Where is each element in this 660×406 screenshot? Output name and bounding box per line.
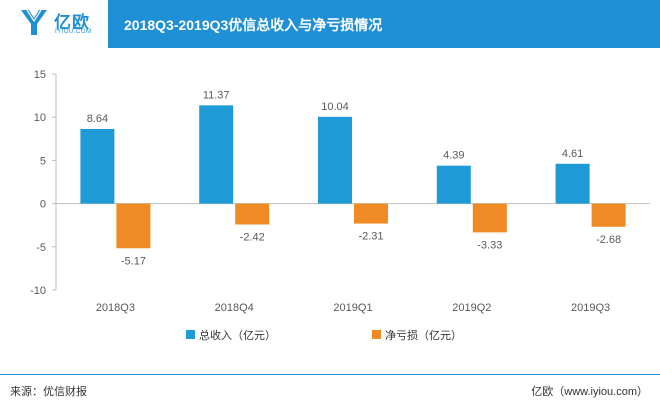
logo-subtext: IYIOU.COM — [55, 29, 92, 35]
revenue-bar — [318, 116, 352, 204]
y-tick-label: 0 — [40, 199, 46, 211]
loss-data-label: -2.42 — [240, 232, 265, 244]
bar-chart: 15 10 5 0 -5 -10 8.64 -5.17 2018Q3 11.37 -2.42 2018… — [30, 69, 650, 342]
revenue-bar — [436, 165, 471, 204]
x-tick-label: 2018Q4 — [215, 302, 254, 314]
loss-bar — [591, 203, 626, 227]
site-credit: 亿欧（www.iyiou.com） — [531, 386, 648, 398]
header: 亿欧 IYIOU.COM 2018Q3-2019Q3优信总收入与净亏损情况 — [0, 0, 660, 48]
y-tick-label: 5 — [40, 155, 46, 167]
loss-data-label: -2.31 — [358, 231, 383, 243]
loss-bar — [235, 203, 270, 225]
revenue-data-label: 10.04 — [321, 101, 349, 113]
x-tick-label: 2019Q2 — [452, 302, 491, 314]
legend-label-revenue: 总收入（亿元） — [199, 328, 276, 342]
footer: 来源：优信财报 亿欧（www.iyiou.com） — [0, 374, 660, 406]
x-tick-label: 2018Q3 — [96, 302, 135, 314]
legend-swatch-revenue — [186, 330, 195, 339]
x-tick-label: 2019Q3 — [571, 302, 610, 314]
legend-label-loss: 净亏损（亿元） — [385, 328, 462, 342]
loss-data-label: -2.68 — [596, 234, 621, 246]
revenue-data-label: 8.64 — [87, 113, 108, 125]
revenue-data-label: 4.61 — [562, 148, 583, 160]
source-note: 来源：优信财报 — [10, 386, 87, 398]
loss-data-label: -3.33 — [477, 239, 502, 251]
x-tick-label: 2019Q1 — [333, 302, 372, 314]
loss-data-label: -5.17 — [121, 255, 146, 267]
revenue-bar — [555, 163, 590, 204]
loss-bar — [354, 203, 388, 224]
y-tick-label: 10 — [34, 112, 46, 124]
chart-area: 15 10 5 0 -5 -10 8.64 -5.17 2018Q3 11.37 -2.42 2018… — [0, 48, 660, 370]
y-tick-label: -5 — [36, 242, 46, 254]
loss-bar — [472, 203, 507, 233]
revenue-bar — [199, 105, 234, 204]
loss-bar — [116, 203, 151, 249]
revenue-data-label: 11.37 — [203, 89, 230, 101]
yiou-logo-icon — [21, 9, 47, 35]
y-tick-label: -10 — [30, 285, 46, 297]
y-tick-label: 15 — [34, 69, 46, 81]
logo-text: 亿欧 — [54, 13, 90, 32]
page-title: 2018Q3-2019Q3优信总收入与净亏损情况 — [124, 17, 383, 33]
title-band — [108, 0, 660, 48]
revenue-data-label: 4.39 — [443, 150, 464, 162]
legend-swatch-loss — [372, 330, 381, 339]
revenue-bar — [80, 128, 115, 204]
